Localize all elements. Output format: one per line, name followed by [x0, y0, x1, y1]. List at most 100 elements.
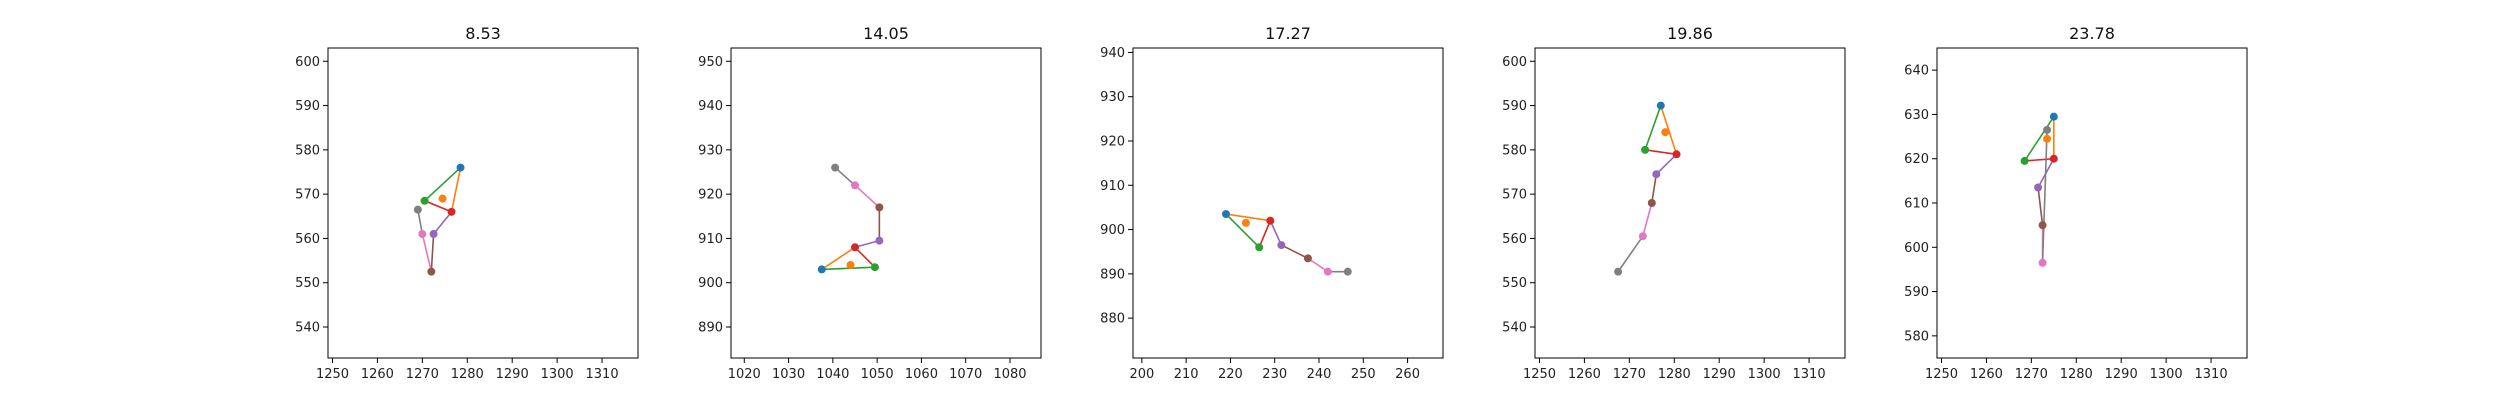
y-tick-label: 950 [698, 55, 723, 70]
x-tick-label: 1080 [993, 367, 1026, 382]
data-point [438, 194, 447, 203]
y-tick-label: 580 [1502, 143, 1527, 158]
x-tick-label: 1290 [1703, 367, 1736, 382]
data-point [2043, 125, 2052, 134]
data-point [1661, 128, 1670, 137]
x-tick-label: 1030 [772, 367, 805, 382]
y-tick-label: 920 [698, 188, 723, 203]
series-line [834, 166, 856, 186]
series-line [1655, 153, 1678, 175]
x-tick-label: 1300 [2150, 367, 2183, 382]
data-point [420, 196, 429, 205]
x-tick-label: 260 [1395, 367, 1420, 382]
series-line [2023, 116, 2055, 162]
x-tick-label: 1270 [406, 367, 439, 382]
data-point [2049, 154, 2058, 163]
y-tick-label: 560 [1502, 232, 1527, 247]
x-tick-label: 210 [1174, 367, 1199, 382]
y-tick-label: 590 [295, 99, 320, 114]
data-point [831, 163, 840, 172]
x-tick-label: 1250 [316, 367, 349, 382]
y-tick-label: 910 [1100, 179, 1125, 194]
series-line [450, 167, 462, 213]
data-point [1614, 267, 1623, 276]
series-line [2024, 157, 2054, 162]
y-tick-label: 890 [698, 321, 723, 336]
y-tick-label: 600 [1502, 55, 1527, 70]
series-line [424, 200, 452, 213]
data-point [1652, 170, 1661, 179]
panel-title: 17.27 [1265, 24, 1311, 43]
series-line [821, 246, 856, 271]
x-tick-label: 1310 [1793, 367, 1826, 382]
x-tick-label: 200 [1129, 367, 1154, 382]
y-tick-label: 640 [1904, 64, 1929, 79]
panel-title: 8.53 [465, 24, 501, 43]
series-line [1617, 235, 1644, 273]
y-tick-label: 540 [1502, 321, 1527, 336]
data-point [870, 263, 879, 272]
data-point [447, 207, 456, 216]
y-tick-label: 580 [295, 143, 320, 158]
y-tick-label: 930 [1100, 90, 1125, 105]
x-tick-label: 1270 [2015, 367, 2048, 382]
series-line [1644, 149, 1677, 156]
panel-title: 23.78 [2069, 24, 2115, 43]
data-point [1303, 254, 1312, 263]
y-tick-label: 570 [295, 188, 320, 203]
data-point [851, 243, 859, 252]
data-point [846, 261, 855, 269]
data-point [418, 230, 427, 238]
series-line [1660, 105, 1678, 155]
data-point [851, 181, 859, 190]
data-point [413, 205, 422, 214]
data-point [817, 265, 826, 274]
x-tick-label: 1250 [1523, 367, 1556, 382]
data-point [1672, 150, 1681, 159]
x-tick-label: 1280 [1658, 367, 1691, 382]
series-line [854, 184, 880, 209]
panel-title: 19.86 [1667, 24, 1713, 43]
series-line [417, 209, 424, 235]
panel-5: 23.78 1250 1260 1270 1280 1290 1300 1310 580 590 6… [1904, 24, 2248, 382]
data-point [1266, 216, 1275, 225]
y-tick-label: 630 [1904, 108, 1929, 123]
x-tick-label: 1250 [1925, 367, 1958, 382]
panel-1: 8.53 1250 1260 1270 1280 1290 1300 1310 540 550 56… [295, 24, 639, 382]
series-line [1644, 105, 1662, 151]
data-point [2020, 156, 2029, 165]
x-tick-label: 220 [1218, 367, 1243, 382]
series-line [2041, 129, 2048, 263]
x-tick-label: 1260 [1568, 367, 1601, 382]
data-point [875, 203, 884, 212]
data-point [2038, 258, 2047, 267]
y-tick-label: 900 [1100, 223, 1125, 238]
series-line [1258, 220, 1272, 248]
series-line [1651, 174, 1658, 204]
y-tick-label: 880 [1100, 312, 1125, 327]
y-tick-label: 550 [295, 276, 320, 291]
panel-2: 14.05 1020 1030 1040 1050 1060 1070 1080 890 900 9… [698, 24, 1042, 382]
y-tick-label: 600 [1904, 241, 1929, 256]
y-tick-label: 930 [698, 143, 723, 158]
series-line [854, 246, 876, 268]
series-line [421, 233, 433, 272]
y-tick-label: 600 [295, 55, 320, 70]
axes-frame [327, 47, 639, 359]
data-point [1647, 199, 1656, 207]
x-tick-label: 1070 [949, 367, 982, 382]
data-point [2034, 183, 2043, 192]
y-tick-label: 610 [1904, 197, 1929, 212]
y-tick-label: 550 [1502, 276, 1527, 291]
y-tick-label: 580 [1904, 329, 1929, 344]
y-tick-label: 900 [698, 276, 723, 291]
series-line [432, 211, 453, 235]
y-tick-label: 620 [1904, 152, 1929, 167]
x-tick-label: 1310 [2195, 367, 2228, 382]
y-tick-label: 540 [295, 321, 320, 336]
x-tick-label: 1290 [2105, 367, 2138, 382]
y-tick-label: 590 [1502, 99, 1527, 114]
data-point [1641, 145, 1650, 154]
y-tick-label: 590 [1904, 285, 1929, 300]
data-point [456, 163, 465, 172]
